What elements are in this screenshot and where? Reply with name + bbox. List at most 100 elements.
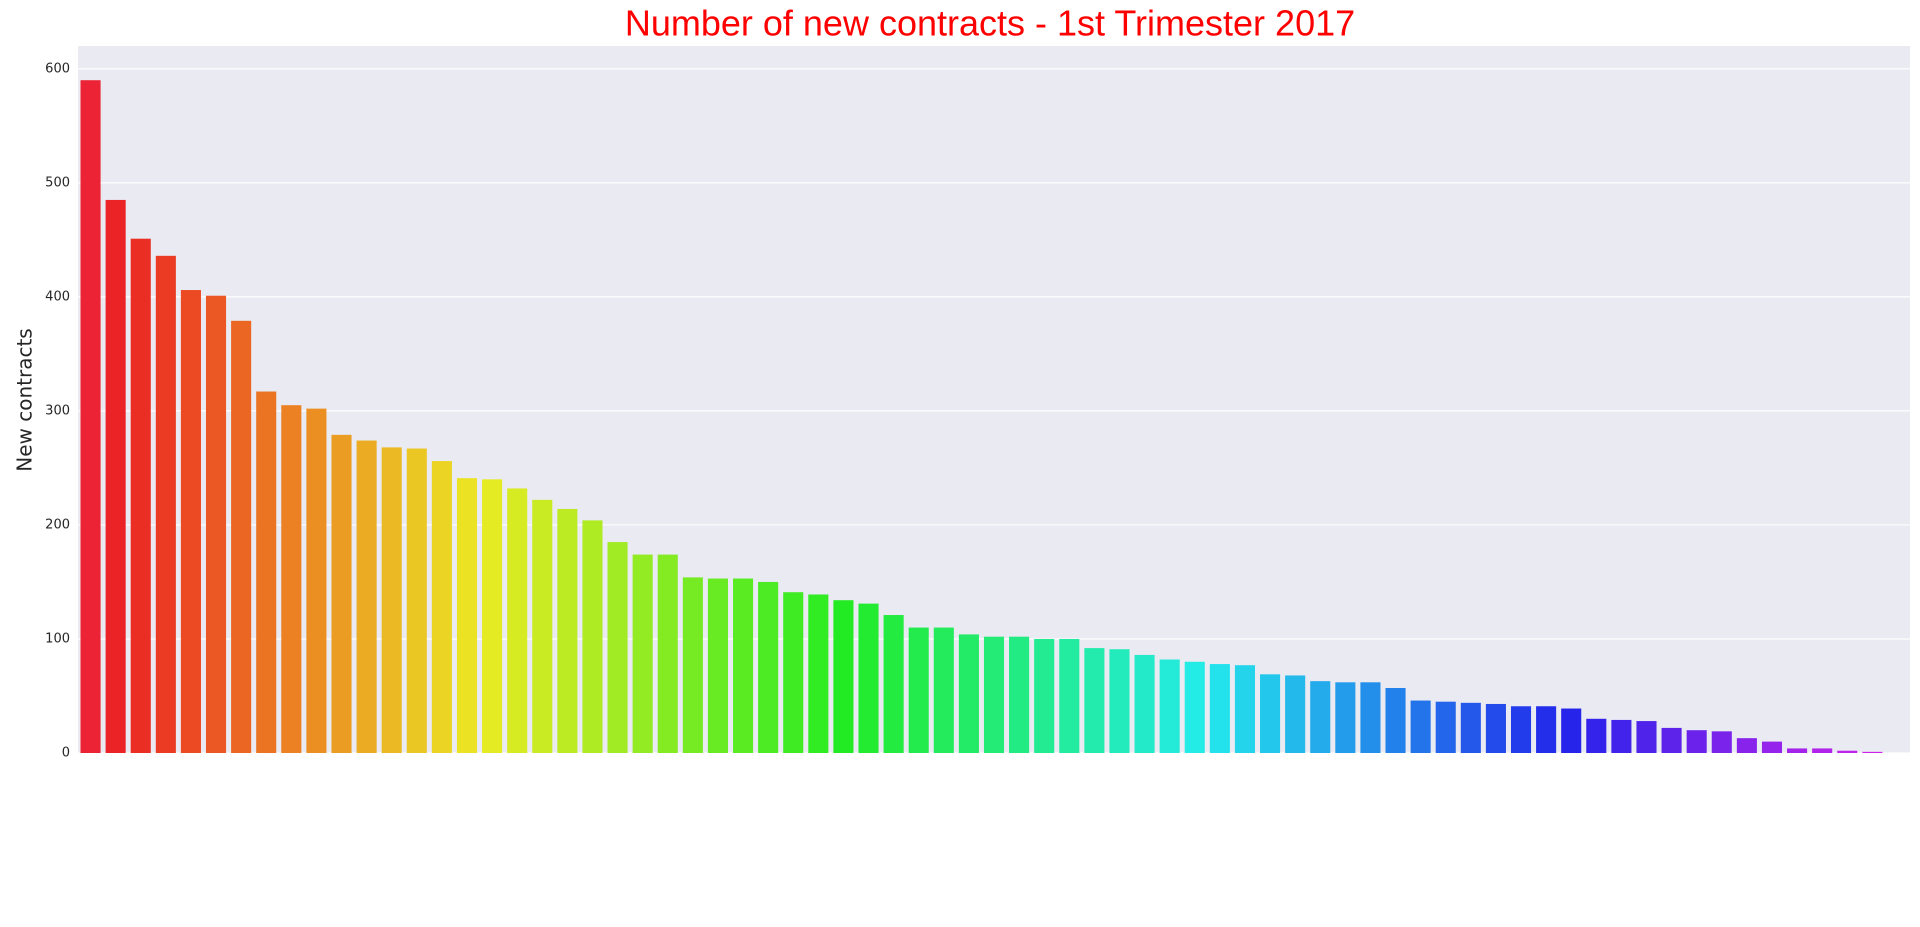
y-axis-label: New contracts [13,328,37,471]
x-tick-label: el Congres i els Indians [1187,764,1202,915]
bar [908,627,929,753]
x-tick-label: Can Baro [1388,764,1403,823]
bar [532,499,553,753]
x-tick-label: el Camp d'en Grassot i Gracia Nova [485,764,500,927]
x-tick-label: el Clot [786,764,801,805]
bar [808,594,829,753]
x-tick-label: Sant Genis dels Agudells [1539,764,1554,925]
x-tick-label: el Barri Gotic [585,764,600,849]
x-tick-label: la Trinitat Nova [1664,764,1679,862]
x-tick-label: Navas [911,764,926,804]
x-tick-label: la Marina del Prat Vermell - AEI Zona Fr… [1840,764,1855,927]
x-tick-label: Can Peguera [1865,764,1880,847]
bar [1109,649,1130,753]
x-tick-label: Sant Pere, Santa Caterina i la Ribera [259,764,274,927]
bar [933,627,954,753]
bar [758,581,779,753]
x-tick-label: Sarria [761,764,776,802]
bar [1310,681,1331,753]
x-tick-label: Vallbona [1815,764,1830,820]
x-tick-label: el Turo de la Peira [1162,764,1177,879]
y-tick-label: 500 [45,175,70,190]
x-tick-label: el Coll [1438,764,1453,804]
x-tick-label: la Dreta de l'Eixample [158,764,173,908]
y-tick-label: 0 [62,746,70,761]
bar [1661,727,1682,753]
bar [858,603,879,753]
bar [281,405,302,753]
bar [1812,748,1833,753]
bar [833,600,854,753]
bar [783,592,804,753]
bar [1711,731,1732,753]
bar [1787,748,1808,753]
bar [1736,738,1757,753]
bar [130,238,151,753]
x-tick-label: el Fort Pienc [459,764,474,844]
bar [582,520,603,753]
bar [1360,682,1381,753]
x-tick-label: l'Antiga Esquerra de l'Eixample [183,764,198,927]
x-tick-label: Vallvidrera, el Tibidabo i les Planes [1689,764,1704,927]
bar [1586,718,1607,753]
x-tick-label: la Vila de Gracia [83,764,98,870]
bar [356,440,377,753]
bar [1059,638,1080,753]
x-tick-label: la Prosperitat [1012,764,1027,850]
bar [1184,661,1205,753]
x-tick-label: el Poblenou [535,764,550,839]
x-tick-label: les Tres Torres [1288,764,1303,855]
bar [1510,706,1532,753]
x-tick-label: Sant Antoni [434,764,449,840]
x-tick-label: el Raval [108,764,123,816]
x-tick-label: la Font de la Guatlla [1363,764,1378,895]
y-tick-label: 600 [45,61,70,76]
x-tick-label: la Verneda i la Pau [1212,764,1227,884]
bar [1460,702,1481,753]
x-tick-label: la Font d'en Fargues [1614,764,1629,895]
x-tick-label: el Camp de l'Arpa del Clot [359,764,374,927]
x-tick-label: Sant Gervasi - Galvany [209,764,224,914]
x-tick-label: Montbau [1639,764,1654,821]
x-tick-label: Hostafrancs [861,764,876,842]
bar [958,634,979,753]
bar [1034,638,1055,753]
chart-title: Number of new contracts - 1st Trimester … [625,3,1355,44]
y-tick-label: 200 [45,517,70,532]
x-tick-label: la Bordeta [1062,764,1077,831]
bar [155,255,176,754]
bar [1686,730,1707,753]
bar [657,554,678,753]
bar [1159,659,1180,753]
x-tick-label: Verdun [1413,764,1428,810]
bar [507,488,528,753]
x-tick-label: el Bon Pastor [1488,763,1503,849]
bar [1611,719,1632,753]
x-tick-label: Vallcarca i els Penitents [836,764,851,917]
x-tick-label: Pedralbes [1514,764,1529,828]
x-tick-label: la Sagrera [736,764,751,831]
x-tick-label: la Salut [1137,764,1152,813]
bar [1234,665,1255,753]
bar [1285,675,1306,753]
bar [632,554,653,753]
y-tick-label: 400 [45,289,70,304]
x-tick-label: Canyelles [1739,764,1754,827]
x-tick-label: el Carmel [610,764,625,826]
x-tick-label: el Besos i el Maresme [1313,764,1328,905]
bar [1837,750,1858,753]
bar [456,478,478,753]
x-tick-label: la Barceloneta [560,764,575,858]
bar [1435,701,1456,753]
x-tick-label: Torre Baro [1764,764,1779,831]
x-tick-label: la Nova Esquerra de l'Eixample [133,764,148,927]
x-tick-label: Sant Gervasi - la Bonanova [635,764,650,927]
bar [331,434,352,753]
bar [105,199,126,753]
y-tick-label: 100 [45,631,70,646]
bar [482,479,503,753]
x-tick-label: Sant Andreu [384,764,399,844]
bar [557,508,578,753]
bar [1536,706,1557,753]
bar [1009,636,1030,753]
